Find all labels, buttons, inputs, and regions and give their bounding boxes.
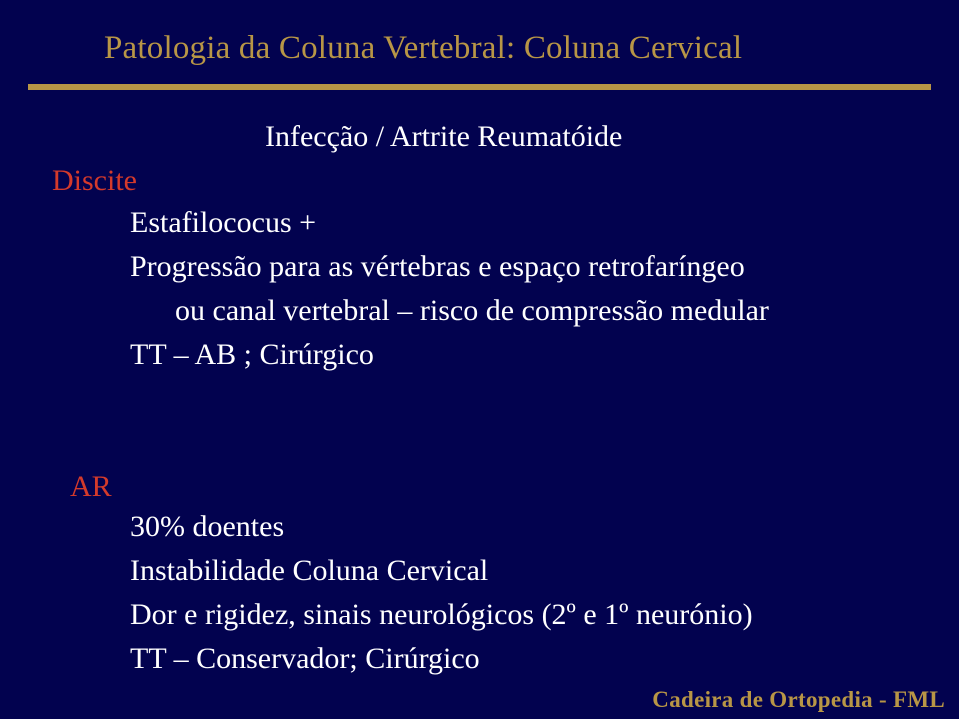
discite-line-2: Progressão para as vértebras e espaço re… bbox=[130, 250, 745, 284]
ar-line-1: 30% doentes bbox=[130, 510, 284, 544]
ar-line-4: TT – Conservador; Cirúrgico bbox=[130, 642, 480, 676]
slide: Patologia da Coluna Vertebral: Coluna Ce… bbox=[0, 0, 959, 719]
discite-line-4: TT – AB ; Cirúrgico bbox=[130, 338, 374, 372]
ar-line-3: Dor e rigidez, sinais neurológicos (2º e… bbox=[130, 598, 753, 632]
slide-subtitle: Infecção / Artrite Reumatóide bbox=[265, 120, 622, 154]
section-label-ar: AR bbox=[70, 470, 112, 504]
discite-line-1: Estafilococus + bbox=[130, 206, 316, 240]
section-label-discite: Discite bbox=[52, 164, 137, 198]
discite-line-3: ou canal vertebral – risco de compressão… bbox=[175, 294, 769, 328]
footer-text: Cadeira de Ortopedia - FML bbox=[652, 687, 945, 713]
title-underline bbox=[28, 84, 931, 90]
slide-title: Patologia da Coluna Vertebral: Coluna Ce… bbox=[104, 30, 742, 67]
ar-line-2: Instabilidade Coluna Cervical bbox=[130, 554, 488, 588]
